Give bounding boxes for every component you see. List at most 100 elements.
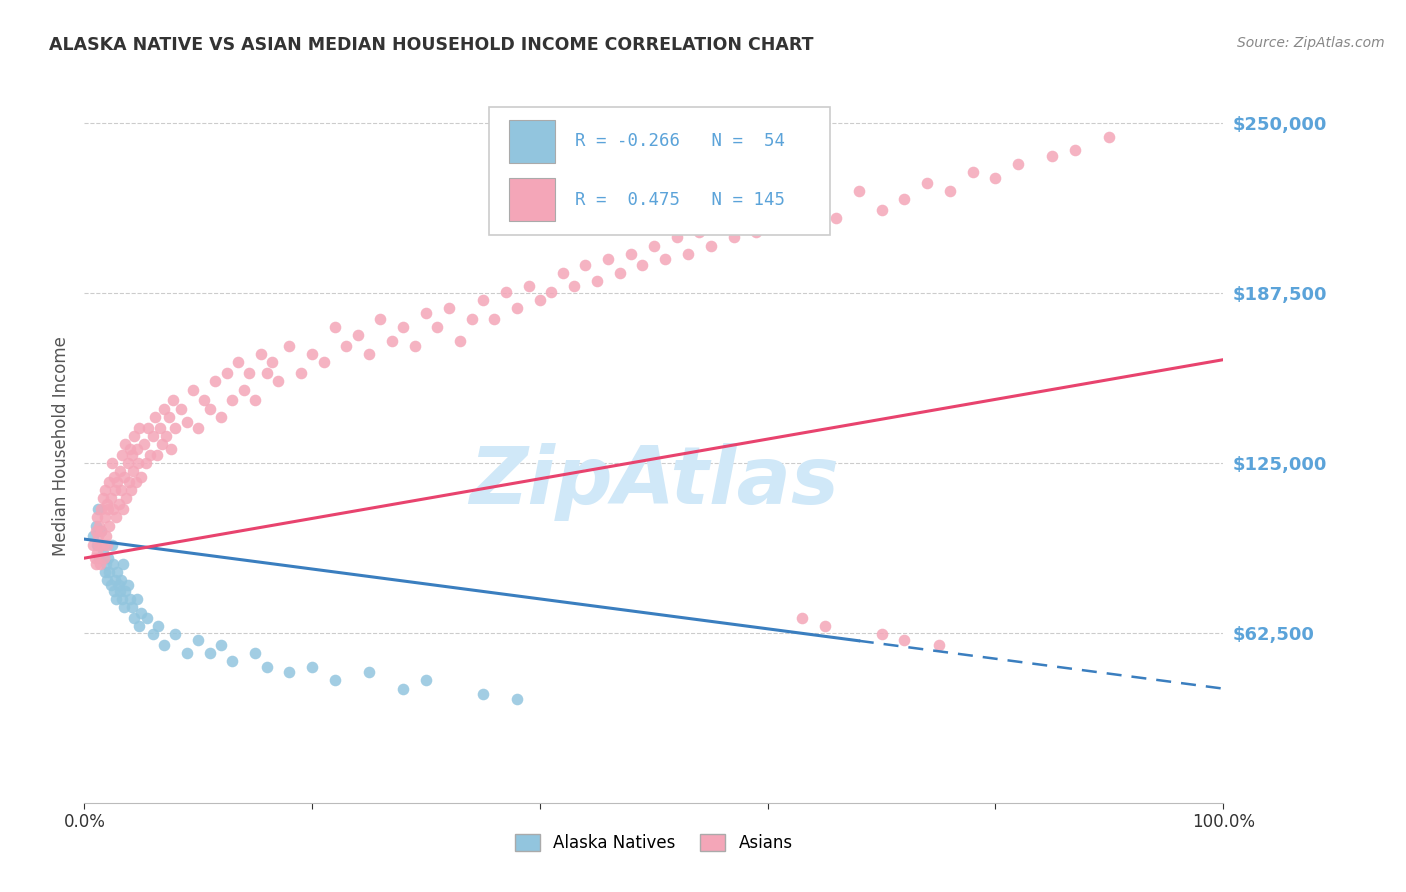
Point <box>101 502 124 516</box>
Point <box>101 557 124 571</box>
Point <box>83 551 105 566</box>
Point <box>437 301 460 315</box>
Point <box>110 573 132 587</box>
Point <box>221 393 243 408</box>
Point <box>301 660 323 674</box>
Point <box>117 456 139 470</box>
Point <box>103 469 125 483</box>
Point <box>323 320 346 334</box>
Point <box>108 464 131 478</box>
Point <box>139 448 162 462</box>
Point <box>124 429 146 443</box>
Point <box>124 611 146 625</box>
Point <box>198 401 221 416</box>
Point <box>232 383 254 397</box>
Point <box>100 537 122 551</box>
Point <box>165 420 187 434</box>
Point <box>449 334 471 348</box>
Point <box>142 627 165 641</box>
Point <box>790 611 813 625</box>
Point <box>221 655 243 669</box>
Point <box>98 565 121 579</box>
Point <box>89 518 111 533</box>
Point <box>801 198 824 212</box>
Point <box>94 483 117 498</box>
Point <box>609 266 631 280</box>
Point <box>160 442 183 457</box>
Point <box>359 347 381 361</box>
Point <box>290 366 312 380</box>
Point <box>86 546 108 560</box>
Point <box>256 366 278 380</box>
Point <box>94 529 117 543</box>
Point <box>586 274 609 288</box>
Point <box>91 546 114 560</box>
Point <box>93 537 115 551</box>
Point <box>100 491 122 506</box>
Y-axis label: Median Household Income: Median Household Income <box>52 336 70 556</box>
Point <box>105 591 128 606</box>
Point <box>598 252 620 266</box>
Point <box>94 565 117 579</box>
Point <box>114 583 136 598</box>
Point <box>82 529 104 543</box>
Point <box>90 524 112 538</box>
Point <box>323 673 346 688</box>
Point <box>94 557 117 571</box>
Point <box>97 502 120 516</box>
Point <box>84 557 107 571</box>
Point <box>711 219 734 234</box>
Point <box>893 632 915 647</box>
Point <box>562 279 585 293</box>
Point <box>939 184 962 198</box>
Point <box>131 469 153 483</box>
Point <box>125 442 148 457</box>
Point <box>86 510 108 524</box>
Point <box>359 665 381 680</box>
Point <box>97 551 120 566</box>
Point <box>1098 129 1121 144</box>
Point <box>93 551 115 566</box>
Point <box>238 366 260 380</box>
Point <box>86 537 108 551</box>
Point <box>551 266 574 280</box>
Point <box>745 225 768 239</box>
Point <box>404 339 426 353</box>
FancyBboxPatch shape <box>509 120 555 162</box>
Text: R = -0.266   N =  54: R = -0.266 N = 54 <box>575 132 785 150</box>
Point <box>176 415 198 429</box>
Point <box>506 692 529 706</box>
Point <box>1064 144 1087 158</box>
Point <box>392 320 415 334</box>
Point <box>529 293 551 307</box>
Point <box>814 619 837 633</box>
Point <box>198 646 221 660</box>
Point <box>165 627 187 641</box>
Point <box>131 606 153 620</box>
Point <box>278 339 301 353</box>
Point <box>517 279 540 293</box>
Point <box>574 258 596 272</box>
Point <box>157 409 180 424</box>
Point <box>209 638 232 652</box>
Point <box>256 660 278 674</box>
Point <box>125 591 148 606</box>
Point <box>245 393 267 408</box>
Point <box>146 448 169 462</box>
Point <box>108 583 131 598</box>
Point <box>112 557 135 571</box>
Point <box>370 312 392 326</box>
Point <box>117 578 139 592</box>
Point <box>105 510 128 524</box>
Point <box>96 537 118 551</box>
Point <box>84 518 107 533</box>
Point <box>723 230 745 244</box>
Point <box>90 502 112 516</box>
Point <box>495 285 517 299</box>
Point <box>506 301 529 315</box>
Point <box>415 673 437 688</box>
Point <box>825 211 848 226</box>
Point <box>96 497 118 511</box>
Point <box>870 203 893 218</box>
Point <box>128 619 150 633</box>
